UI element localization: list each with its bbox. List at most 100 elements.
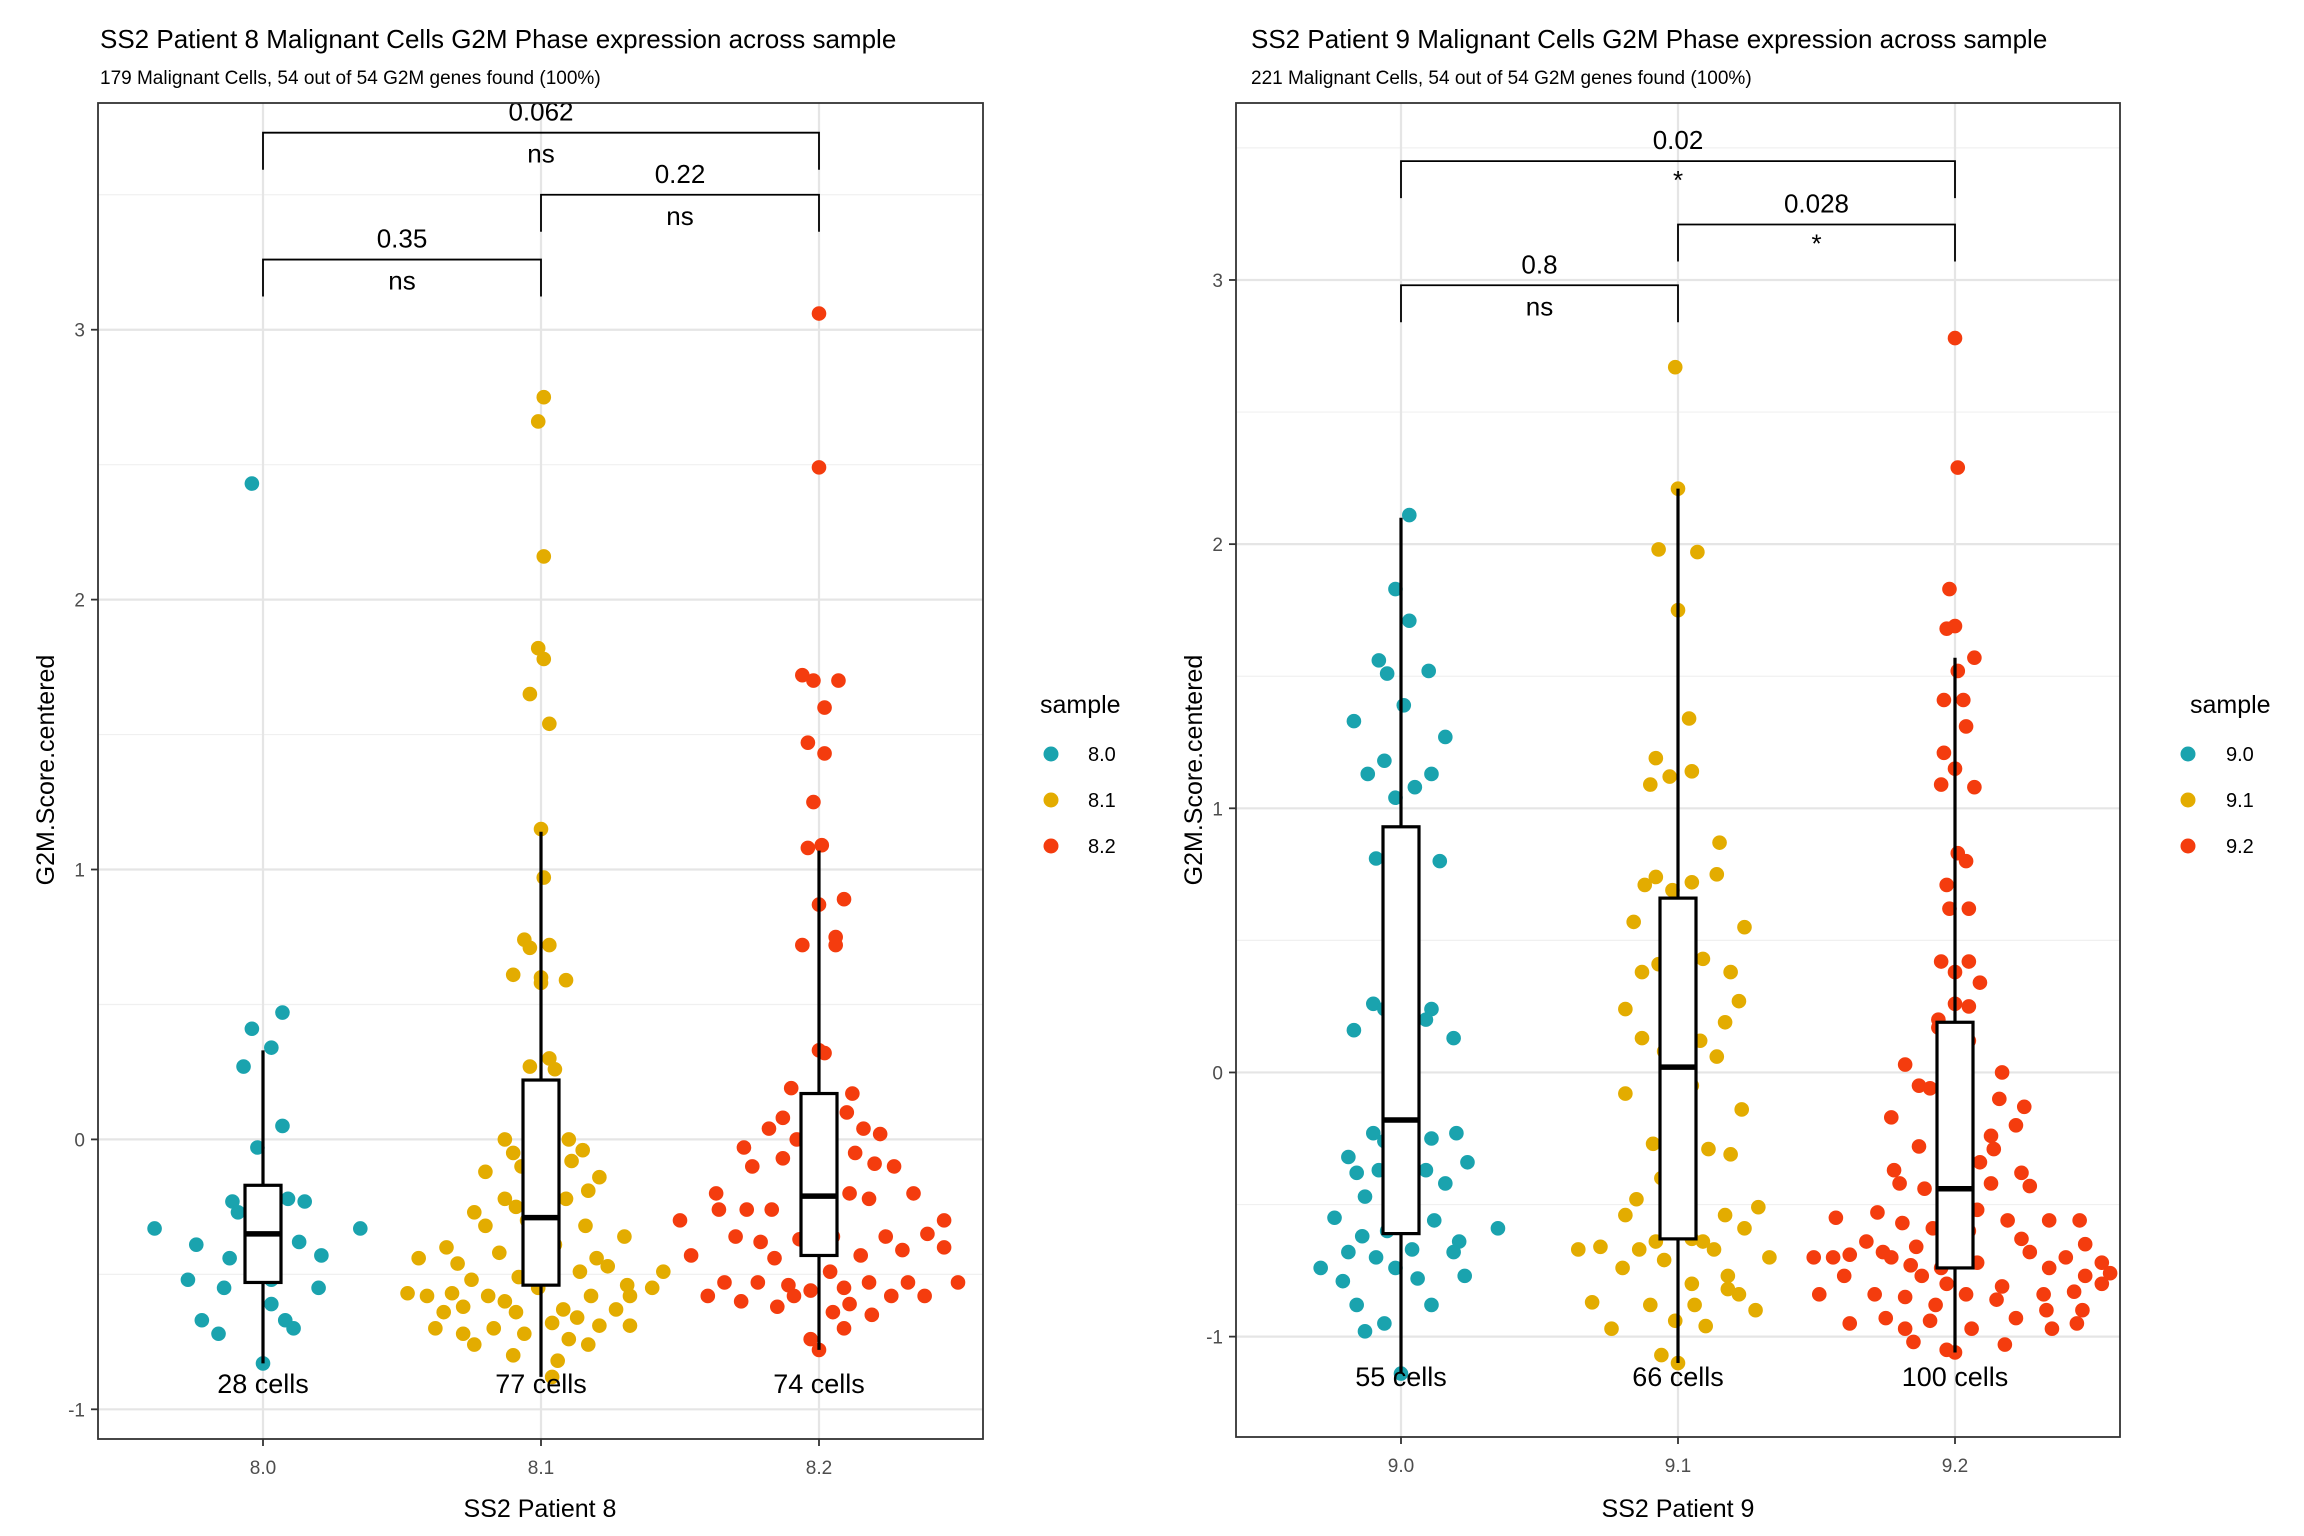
data-point <box>1648 750 1664 766</box>
comparison-bracket <box>1400 284 1679 323</box>
data-point <box>1656 1252 1672 1268</box>
data-point <box>1961 999 1977 1014</box>
data-point <box>1645 1136 1661 1152</box>
data-point <box>1377 753 1392 769</box>
x-tick-label: 9.2 <box>1942 1456 1968 1477</box>
data-point <box>592 1318 607 1333</box>
data-point <box>1618 1207 1633 1223</box>
data-point <box>275 1005 290 1020</box>
data-point <box>1618 1086 1633 1101</box>
data-point <box>583 1288 599 1304</box>
data-point <box>530 640 546 656</box>
data-point <box>817 1045 832 1061</box>
y-axis-label: G2M.Score.centered <box>1180 655 1208 886</box>
legend-key-9-0 <box>2180 746 2196 762</box>
data-point <box>1662 769 1677 784</box>
chart-title: SS2 Patient 8 Malignant Cells G2M Phase … <box>100 24 896 54</box>
legend-label-9-2: 9.2 <box>2226 836 2254 858</box>
data-point <box>1346 713 1362 729</box>
data-point <box>1717 1014 1733 1030</box>
data-point <box>188 1237 204 1252</box>
data-point <box>1936 745 1952 761</box>
data-point <box>842 1186 857 1201</box>
legend-key-8-1 <box>1043 792 1059 808</box>
panel-patient-8: SS2 Patient 8 Malignant Cells G2M Phase … <box>32 24 1121 1523</box>
y-tick-label: -1 <box>1206 1328 1223 1349</box>
data-point <box>2069 1316 2085 1331</box>
data-point <box>847 1145 863 1161</box>
x-tick-label: 8.0 <box>250 1458 276 1479</box>
data-point <box>936 1240 952 1255</box>
y-tick-label: 2 <box>1212 535 1223 556</box>
data-point <box>580 1337 596 1352</box>
data-point <box>1490 1221 1506 1236</box>
data-point <box>297 1194 313 1209</box>
data-point <box>561 1331 577 1347</box>
data-point <box>353 1221 368 1236</box>
data-point <box>1368 851 1384 866</box>
data-point <box>2014 1231 2029 1247</box>
significance-label: ns <box>527 139 554 169</box>
data-point <box>1667 1313 1683 1329</box>
data-point <box>744 1159 760 1174</box>
data-point <box>1631 1242 1647 1257</box>
panel-patient-9: SS2 Patient 9 Malignant Cells G2M Phase … <box>1180 24 2271 1523</box>
data-point <box>1418 1162 1434 1178</box>
data-point <box>1751 1199 1766 1215</box>
data-point <box>236 1059 251 1074</box>
data-point <box>1665 882 1680 898</box>
data-point <box>1626 914 1641 930</box>
y-tick-label: 2 <box>74 591 85 612</box>
data-point <box>803 1331 818 1347</box>
data-point <box>464 1272 479 1288</box>
data-point <box>1357 1189 1373 1204</box>
data-point <box>1972 975 1988 990</box>
data-point <box>906 1186 921 1201</box>
data-point <box>883 1288 899 1304</box>
plot-area: 28 cells 77 cells 74 cells 0.062 ns 0.22 ns 0.3… <box>68 97 984 1479</box>
data-point <box>1961 901 1977 916</box>
data-point <box>1388 581 1403 597</box>
y-tick-label: -1 <box>68 1400 85 1421</box>
data-point <box>1908 1239 1924 1255</box>
data-point <box>917 1288 932 1304</box>
data-point <box>1737 1221 1752 1236</box>
data-point <box>1593 1239 1608 1255</box>
data-point <box>1615 1260 1630 1276</box>
data-point <box>2008 1117 2024 1133</box>
data-point <box>867 1156 882 1172</box>
data-point <box>1994 1065 2010 1080</box>
data-point <box>1731 993 1747 1009</box>
data-point <box>1828 1210 1844 1226</box>
data-point <box>216 1280 232 1296</box>
data-point <box>1720 1281 1736 1297</box>
data-point <box>1446 1244 1461 1260</box>
data-point <box>550 1353 565 1369</box>
data-point <box>1709 867 1725 882</box>
data-point <box>1424 1297 1439 1313</box>
data-point <box>1648 869 1664 885</box>
data-point <box>2044 1321 2060 1336</box>
data-point <box>817 746 832 761</box>
data-point <box>478 1218 493 1234</box>
data-point <box>2041 1213 2057 1228</box>
data-point <box>455 1299 471 1315</box>
data-point <box>1936 692 1952 708</box>
box-iqr <box>521 1078 561 1287</box>
data-point <box>1922 1313 1938 1329</box>
comparison-bracket <box>1400 160 1956 199</box>
data-point <box>264 1040 279 1055</box>
data-point <box>564 1153 579 1169</box>
x-axis-label: SS2 Patient 8 <box>464 1495 617 1523</box>
data-point <box>517 1326 532 1342</box>
data-point <box>558 1191 574 1207</box>
legend-title: sample <box>2190 691 2271 719</box>
data-point <box>644 1280 660 1296</box>
data-point <box>1667 359 1683 375</box>
data-point <box>803 1283 818 1298</box>
data-point <box>2077 1268 2093 1284</box>
data-point <box>864 1307 880 1323</box>
data-point <box>1404 1242 1420 1257</box>
p-value-label: 0.028 <box>1784 189 1849 219</box>
